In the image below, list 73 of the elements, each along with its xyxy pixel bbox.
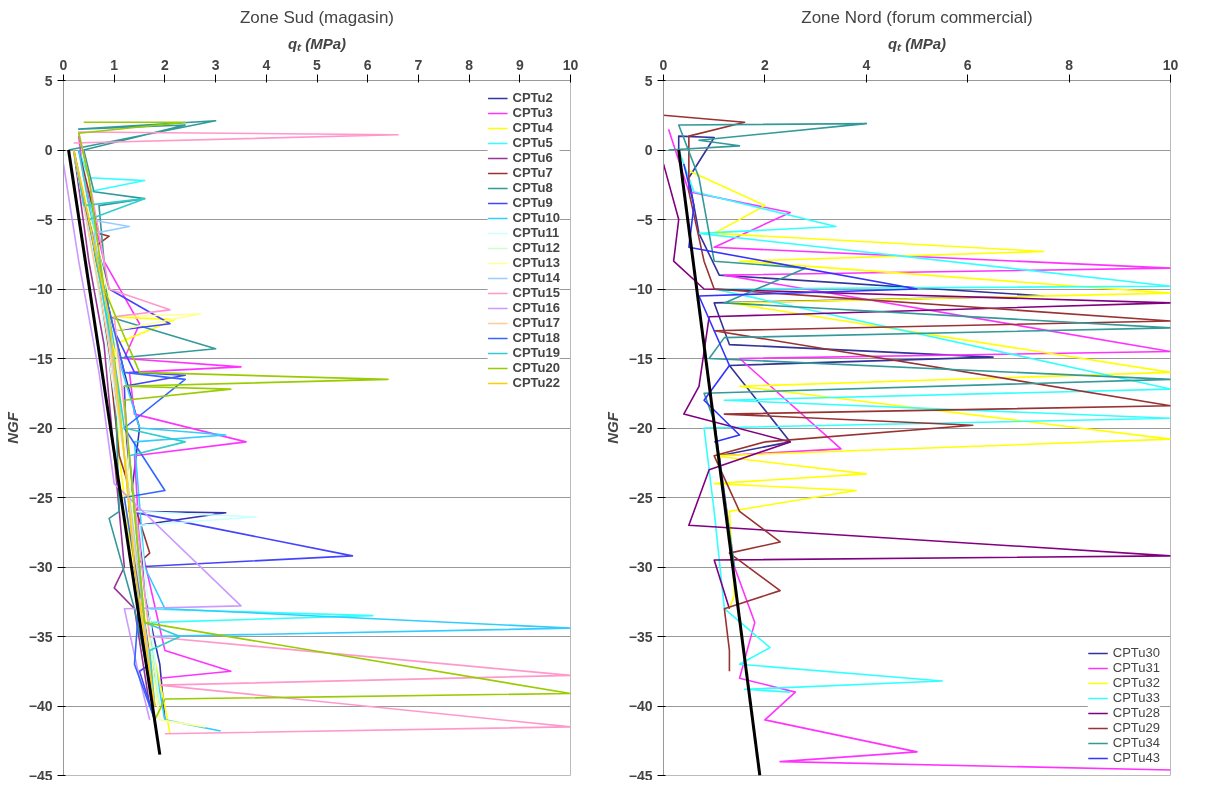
y-tick-label: 5 [644,72,653,89]
x-tick-label: 1 [110,56,119,73]
y-axis-title: NGF [3,411,21,444]
chart-title: Zone Sud (magasin) [239,7,395,27]
x-tick-label: 8 [465,56,474,73]
x-tick-label: 0 [59,56,68,73]
y-tick-label: 0 [644,142,653,158]
legend-label: CPTu2 [512,90,553,105]
legend-label: CPTu43 [1112,750,1160,765]
legend-label: CPTu10 [512,210,560,225]
x-tick-label: 8 [1065,56,1074,73]
legend-label: CPTu12 [512,240,560,255]
x-tick-label: 9 [515,56,524,73]
legend-label: CPTu8 [512,180,553,195]
legend-label: CPTu30 [1112,645,1160,660]
x-tick-label: 4 [862,56,871,73]
y-tick-label: −40 [628,698,653,714]
legend-label: CPTu28 [1112,705,1160,720]
y-tick-label: −40 [28,698,53,714]
y-tick-label: −45 [628,767,653,784]
legend-label: CPTu22 [512,375,560,390]
legend-label: CPTu17 [512,315,560,330]
legend-label: CPTu31 [1112,660,1160,675]
y-tick-label: −20 [28,420,53,436]
y-tick-label: −25 [28,489,53,506]
x-tick-label: 6 [363,56,372,73]
legend-label: CPTu11 [512,225,560,240]
x-axis-title: qₜ (MPa) [887,34,947,52]
x-tick-label: 4 [262,56,271,73]
x-tick-label: 10 [562,56,579,73]
x-tick-label: 2 [161,56,170,73]
y-tick-label: 5 [44,72,53,89]
x-tick-label: 0 [659,56,668,73]
y-tick-label: −20 [628,420,653,436]
x-tick-label: 7 [414,56,423,73]
x-tick-label: 6 [963,56,972,73]
y-tick-label: −5 [36,211,53,228]
legend-label: CPTu13 [512,255,560,270]
y-tick-label: −10 [28,281,53,297]
y-tick-label: 0 [44,142,53,158]
y-tick-label: −30 [628,559,653,575]
y-tick-label: −5 [636,211,653,228]
y-tick-label: −10 [628,281,653,297]
legend-label: CPTu7 [512,165,553,180]
y-tick-label: −35 [28,628,53,645]
legend-label: CPTu18 [512,330,560,345]
legend-label: CPTu14 [512,270,560,285]
legend-label: CPTu5 [512,135,553,150]
legend-label: CPTu33 [1112,690,1160,705]
x-tick-label: 3 [211,56,220,73]
legend-label: CPTu15 [512,285,560,300]
legend-label: CPTu20 [512,360,560,375]
legend-label: CPTu29 [1112,720,1160,735]
legend-label: CPTu19 [512,345,560,360]
legend-label: CPTu16 [512,300,560,315]
legend-label: CPTu34 [1112,735,1160,750]
x-tick-label: 2 [761,56,770,73]
x-axis-title: qₜ (MPa) [287,34,347,52]
chart-title: Zone Nord (forum commercial) [801,7,1033,27]
x-tick-label: 10 [1162,56,1179,73]
legend-label: CPTu6 [512,150,553,165]
y-tick-label: −30 [28,559,53,575]
y-tick-label: −45 [28,767,53,784]
legend-label: CPTu4 [512,120,553,135]
legend-label: CPTu32 [1112,675,1160,690]
y-axis-title: NGF [603,411,621,444]
legend-label: CPTu9 [512,195,553,210]
y-tick-label: −25 [628,489,653,506]
legend-label: CPTu3 [512,105,553,120]
y-tick-label: −15 [28,350,53,367]
y-tick-label: −35 [628,628,653,645]
y-tick-label: −15 [628,350,653,367]
x-tick-label: 5 [313,56,322,73]
